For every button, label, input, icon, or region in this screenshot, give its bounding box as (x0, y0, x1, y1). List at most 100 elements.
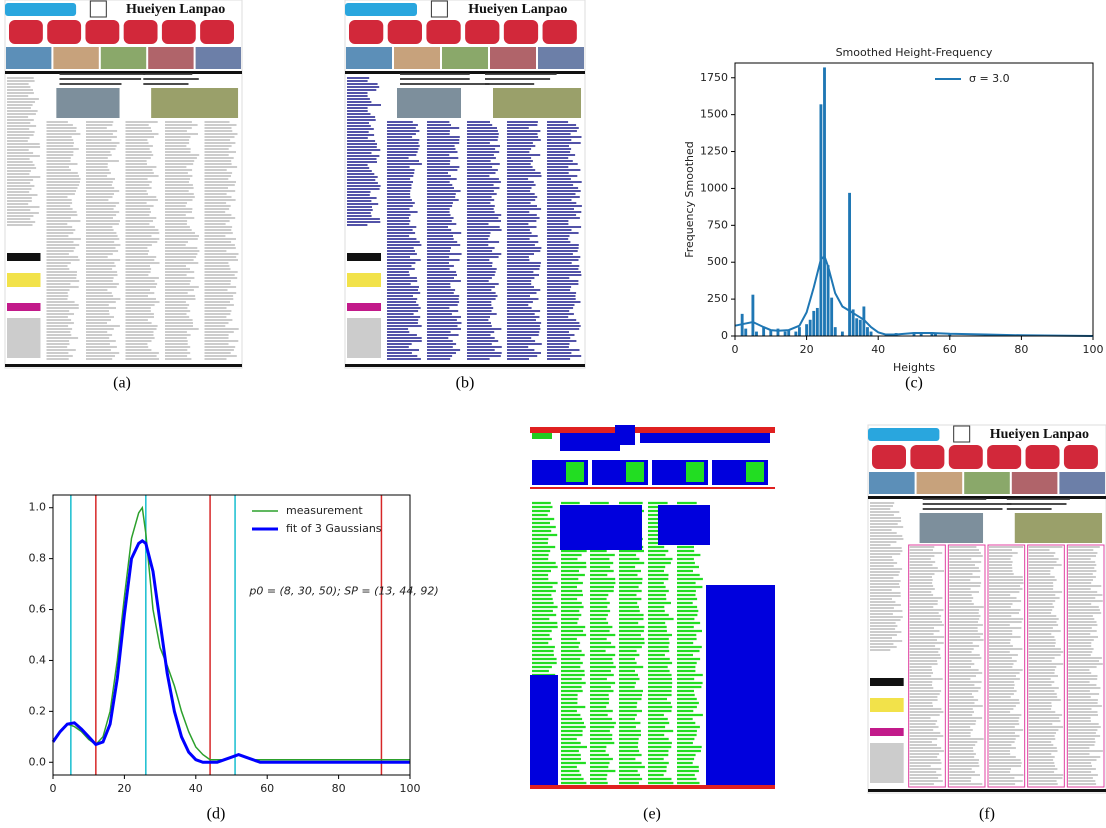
y-axis-label: Frequency Smoothed (683, 141, 696, 258)
bar (870, 332, 873, 336)
bar (830, 298, 833, 336)
bar (777, 329, 780, 336)
photo (346, 47, 392, 69)
x-tick-label: 100 (1083, 343, 1104, 356)
x-tick-label: 0 (732, 343, 739, 356)
seg (532, 433, 552, 439)
bar (805, 324, 808, 336)
box (870, 728, 904, 736)
bar (762, 327, 765, 336)
bar (855, 318, 858, 336)
seg (746, 462, 764, 482)
bar (827, 265, 830, 336)
photo (1015, 513, 1102, 543)
box (347, 253, 381, 261)
y-tick-label: 0 (721, 329, 728, 342)
photo (56, 88, 119, 118)
headline-glyph (47, 20, 81, 44)
seg (615, 425, 635, 445)
box (870, 678, 904, 686)
x-tick-label: 0 (50, 782, 57, 795)
seg (566, 462, 584, 482)
photo (101, 47, 146, 69)
cartoon (7, 318, 41, 358)
headline-glyph (949, 445, 983, 469)
masthead: Hueiyen Lanpao (468, 2, 567, 17)
x-tick-label: 80 (1014, 343, 1028, 356)
photo (6, 47, 51, 69)
x-tick-label: 40 (871, 343, 885, 356)
x-tick-label: 80 (332, 782, 346, 795)
y-tick-label: 1750 (700, 71, 728, 84)
headline-glyph (349, 20, 383, 44)
y-tick-label: 1500 (700, 108, 728, 121)
bar (744, 329, 747, 336)
y-tick-label: 250 (707, 292, 728, 305)
footer (5, 364, 242, 367)
x-axis-label: Heights (893, 361, 935, 374)
photo (538, 47, 584, 69)
bar (784, 332, 787, 336)
photo (1059, 472, 1105, 494)
x-tick-label: 60 (260, 782, 274, 795)
x-tick-label: 20 (800, 343, 814, 356)
legend-label: fit of 3 Gaussians (286, 522, 382, 535)
bar (798, 327, 801, 336)
box (347, 303, 381, 311)
headline-glyph (124, 20, 158, 44)
photo (869, 472, 915, 494)
seg (706, 585, 775, 785)
photo (493, 88, 581, 118)
bar (816, 308, 819, 336)
box (347, 273, 381, 287)
logo (868, 428, 939, 441)
photo (394, 47, 440, 69)
y-tick-label: 0.0 (29, 755, 47, 768)
photo (917, 472, 963, 494)
bar (841, 332, 844, 336)
y-tick-label: 500 (707, 255, 728, 268)
seg (626, 462, 644, 482)
y-tick-label: 750 (707, 218, 728, 231)
seg (530, 675, 558, 785)
bar (823, 67, 826, 336)
x-tick-label: 100 (400, 782, 421, 795)
headline-glyph (987, 445, 1021, 469)
footer (345, 364, 585, 367)
seg (686, 462, 704, 482)
seg (560, 433, 620, 451)
bar (794, 332, 797, 336)
y-tick-label: 0.2 (29, 704, 47, 717)
photo (397, 88, 461, 118)
legend-label: σ = 3.0 (969, 72, 1010, 85)
headline-glyph (543, 20, 577, 44)
caption: (d) (207, 806, 226, 823)
caption: (c) (905, 375, 923, 392)
x-tick-label: 20 (117, 782, 131, 795)
bar (812, 311, 815, 336)
box (7, 273, 41, 287)
line (735, 256, 1093, 336)
rule (868, 496, 1106, 499)
headline-glyph (388, 20, 422, 44)
x-tick-label: 40 (189, 782, 203, 795)
headline-glyph (200, 20, 234, 44)
seg (530, 427, 775, 433)
y-tick-label: 1250 (700, 145, 728, 158)
headline-glyph (465, 20, 499, 44)
bar (769, 330, 772, 336)
y-tick-label: 1.0 (29, 501, 47, 514)
y-tick-label: 1000 (700, 181, 728, 194)
headline-glyph (872, 445, 906, 469)
bar (862, 306, 865, 336)
chart-title: Smoothed Height-Frequency (836, 46, 993, 59)
headline-glyph (910, 445, 944, 469)
headline-glyph (162, 20, 196, 44)
bar (913, 332, 916, 336)
headline-glyph (504, 20, 538, 44)
bar (848, 193, 851, 336)
bar (852, 309, 855, 336)
photo (964, 472, 1010, 494)
figure: Hueiyen LanpaoHueiyen LanpaoHueiyen Lanp… (0, 0, 1106, 828)
bar (859, 320, 862, 336)
